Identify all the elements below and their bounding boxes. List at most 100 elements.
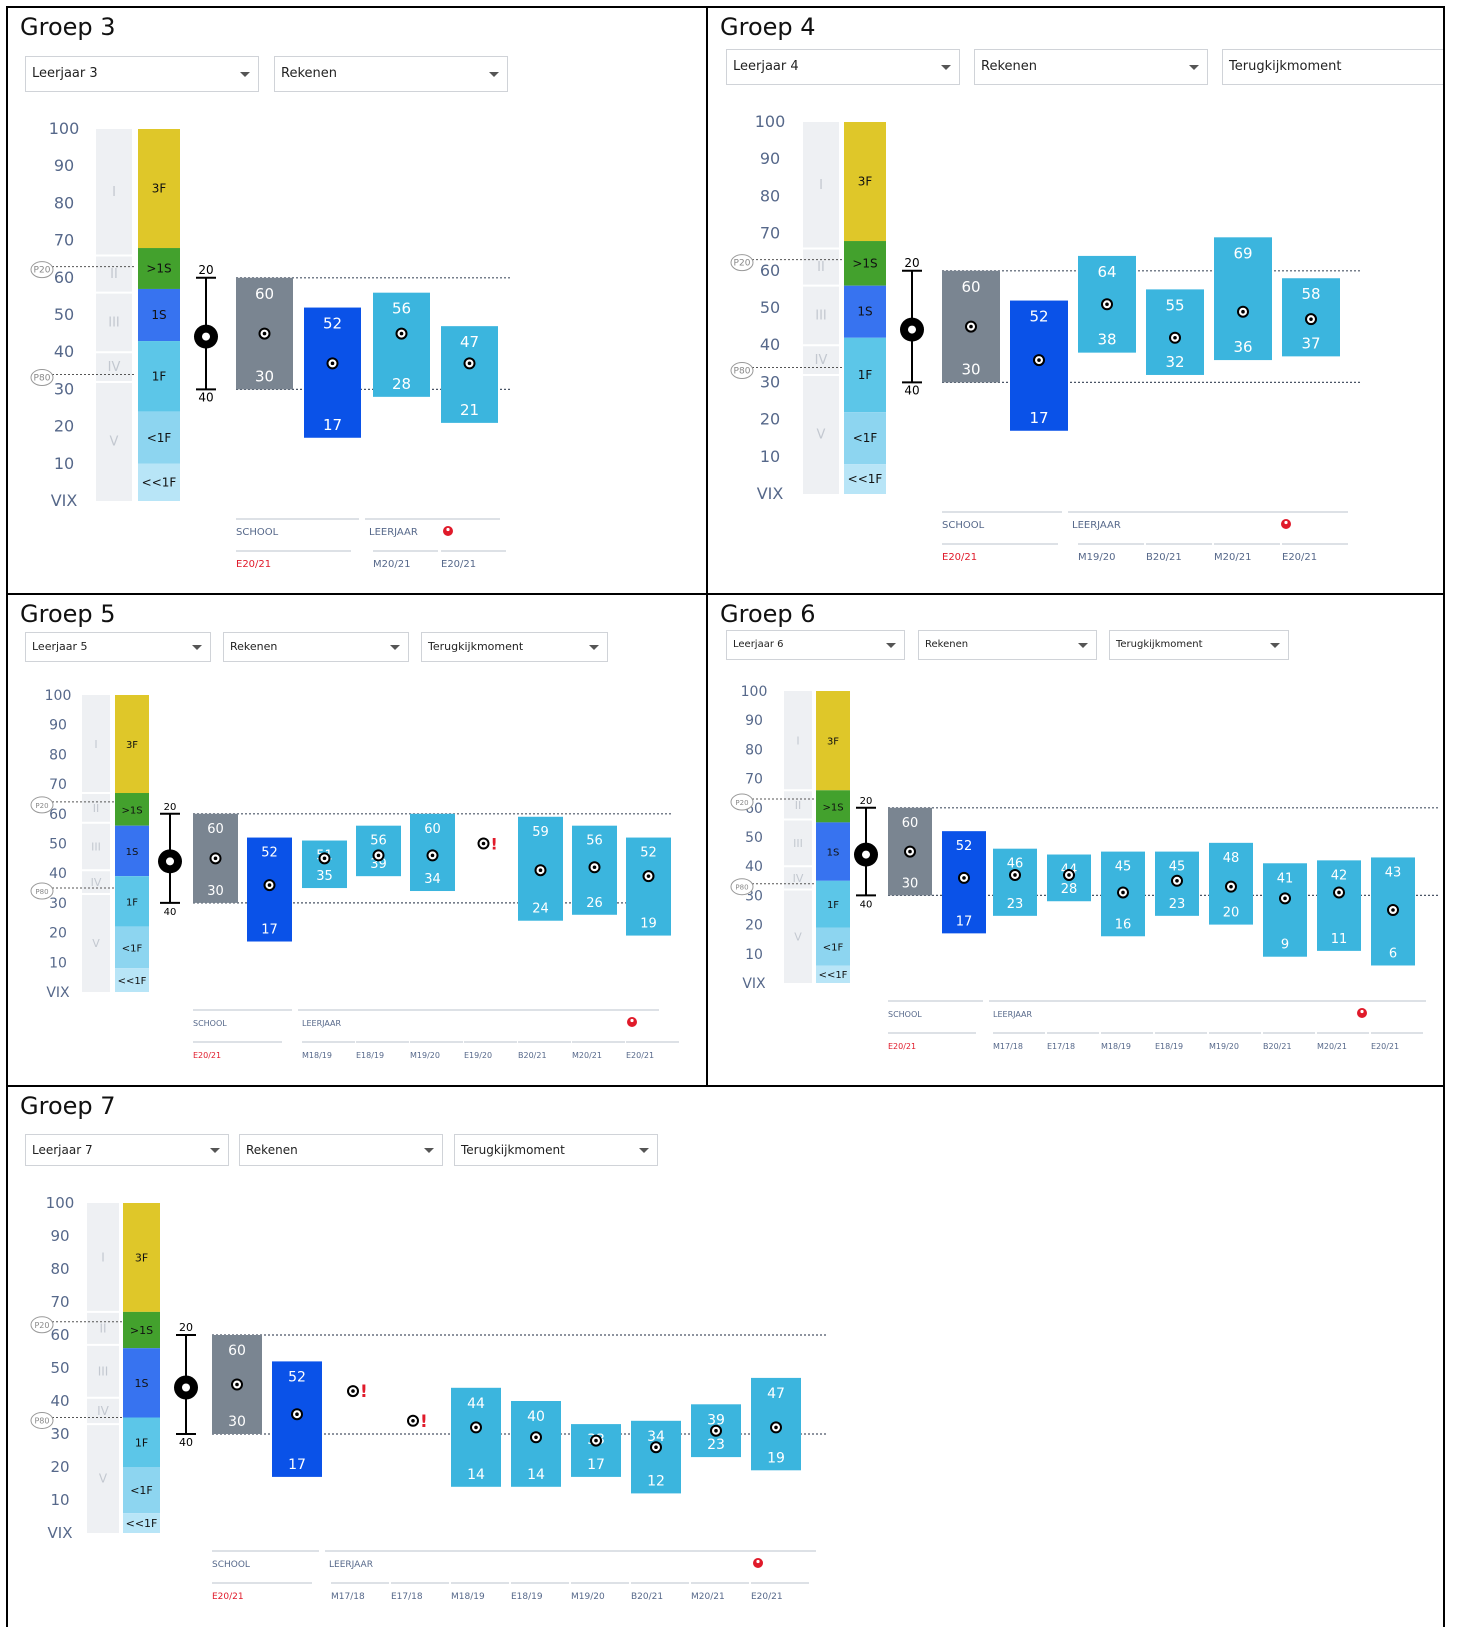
- y-tick-label: 60: [49, 807, 67, 823]
- y-tick-label: 90: [54, 156, 74, 175]
- leerjaar-dropdown[interactable]: Leerjaar 7: [25, 1134, 229, 1166]
- chevron-down-icon: [1189, 65, 1199, 70]
- median-marker-center: [1173, 335, 1177, 340]
- leerjaar-dropdown-value: Leerjaar 5: [32, 640, 88, 653]
- level-label: <<1F: [819, 970, 848, 981]
- subject-dropdown-value: Rekenen: [230, 640, 278, 653]
- y-tick-label: 40: [745, 859, 763, 875]
- terugkijkmoment-dropdown-value: Terugkijkmoment: [461, 1143, 565, 1157]
- level-label: <1F: [853, 431, 878, 445]
- level-band: [844, 285, 886, 338]
- y-tick-label: 20: [54, 417, 74, 436]
- median-marker-center: [962, 876, 966, 880]
- percentile-marker: [730, 254, 754, 272]
- reference-bottom-label: 40: [904, 383, 919, 397]
- y-tick-label: 50: [49, 837, 67, 853]
- subject-dropdown[interactable]: Rekenen: [918, 630, 1097, 660]
- panel-groep-6: Groep 6 Leerjaar 6 Rekenen Terugkijkmome…: [706, 593, 1445, 1089]
- terugkijkmoment-dropdown[interactable]: Terugkijkmoment: [1222, 49, 1443, 85]
- y-tick-label: 100: [46, 1194, 75, 1212]
- median-marker-center: [1037, 358, 1041, 362]
- chart-svg: 100908070605040302010VIXIIIIIIIVV3F>1S1S…: [730, 112, 1360, 563]
- percentile-label: P20: [734, 259, 751, 269]
- bar-low-label: 28: [392, 375, 411, 393]
- bar-low-label: 32: [1165, 353, 1184, 371]
- x-tick-label: E20/21: [193, 1051, 221, 1060]
- level-band: [115, 793, 149, 826]
- terugkijkmoment-dropdown[interactable]: Terugkijkmoment: [421, 632, 608, 662]
- leerjaar-dropdown[interactable]: Leerjaar 4: [726, 49, 960, 85]
- bar-high-label: 55: [1165, 296, 1184, 314]
- leerjaar-dropdown-value: Leerjaar 4: [733, 59, 799, 74]
- level-label: 1S: [857, 305, 872, 319]
- y-tick-label: 20: [50, 1458, 69, 1476]
- y-tick-label: 90: [50, 1227, 69, 1245]
- subject-dropdown-value: Rekenen: [281, 66, 337, 81]
- bar-high-label: 47: [767, 1386, 785, 1402]
- roman-label: V: [794, 930, 802, 943]
- y-tick-label: 70: [50, 1293, 69, 1311]
- median-marker-center: [714, 1428, 718, 1433]
- percentile-label: P80: [35, 888, 48, 896]
- bar-high-label: 60: [902, 816, 919, 831]
- reference-top-label: 20: [860, 796, 873, 807]
- y-tick-label: 40: [49, 866, 67, 882]
- terugkijkmoment-dropdown[interactable]: Terugkijkmoment: [454, 1134, 658, 1166]
- level-label: 3F: [858, 175, 873, 189]
- level-band: [115, 876, 149, 927]
- roman-label: I: [94, 738, 97, 751]
- roman-label: IV: [793, 872, 804, 885]
- y-tick-label: 30: [49, 896, 67, 912]
- range-bar: [451, 1387, 501, 1487]
- y-tick-label: 60: [50, 1326, 69, 1344]
- panel-title: Groep 6: [720, 600, 816, 628]
- reference-top-label: 20: [904, 256, 919, 270]
- subject-dropdown[interactable]: Rekenen: [274, 56, 508, 92]
- school-header: SCHOOL: [193, 1019, 227, 1028]
- x-tick-label: B20/21: [1263, 1042, 1292, 1051]
- roman-label: II: [795, 799, 802, 812]
- bar-low-label: 30: [902, 876, 919, 891]
- bar-high-label: 56: [370, 834, 387, 849]
- level-band: [844, 412, 886, 465]
- x-tick-label: E17/18: [1047, 1042, 1075, 1051]
- bar-high-label: 60: [424, 822, 441, 837]
- reference-top-label: 20: [179, 1321, 193, 1334]
- x-tick-label: B20/21: [1146, 552, 1182, 563]
- median-marker-center: [1013, 873, 1017, 877]
- bar-low-label: 21: [460, 401, 479, 419]
- level-label: 3F: [152, 182, 167, 196]
- subject-dropdown[interactable]: Rekenen: [239, 1134, 443, 1166]
- panel-groep-5: Groep 5 Leerjaar 5 Rekenen Terugkijkmome…: [6, 593, 710, 1089]
- percentile-marker: [30, 369, 54, 387]
- x-tick-label: E17/18: [391, 1592, 423, 1602]
- y-tick-label: 80: [760, 186, 780, 205]
- y-tick-label: 10: [49, 955, 67, 971]
- terugkijkmoment-dropdown[interactable]: Terugkijkmoment: [1109, 630, 1289, 660]
- range-bar: [304, 307, 361, 438]
- bar-high-label: 47: [460, 333, 479, 351]
- level-label: <<1F: [142, 475, 177, 489]
- median-marker-center: [235, 1382, 239, 1387]
- y-tick-label: 90: [760, 149, 780, 168]
- roman-label: I: [819, 178, 823, 193]
- level-label: 1F: [135, 1436, 148, 1449]
- chart-svg: 100908070605040302010VIXIIIIIIIVV3F>1S1S…: [30, 688, 679, 1060]
- reference-top-label: 20: [198, 263, 213, 277]
- percentile-label: P20: [34, 1321, 49, 1330]
- median-marker-center: [213, 856, 218, 861]
- leerjaar-dropdown[interactable]: Leerjaar 5: [25, 632, 211, 662]
- percentile-label: P20: [34, 266, 51, 276]
- leerjaar-dropdown[interactable]: Leerjaar 6: [726, 630, 905, 660]
- leerjaar-dropdown[interactable]: Leerjaar 3: [25, 56, 259, 92]
- percentile-label: P80: [34, 1417, 49, 1426]
- median-marker-center: [330, 361, 335, 366]
- subject-dropdown[interactable]: Rekenen: [974, 49, 1208, 85]
- percentile-label: P20: [735, 799, 748, 807]
- x-tick-label: E20/21: [888, 1042, 916, 1051]
- x-tick-label: M18/19: [451, 1592, 485, 1602]
- subject-dropdown[interactable]: Rekenen: [223, 632, 409, 662]
- level-band: [138, 129, 180, 249]
- level-band: [816, 880, 850, 928]
- chevron-down-icon: [192, 645, 202, 650]
